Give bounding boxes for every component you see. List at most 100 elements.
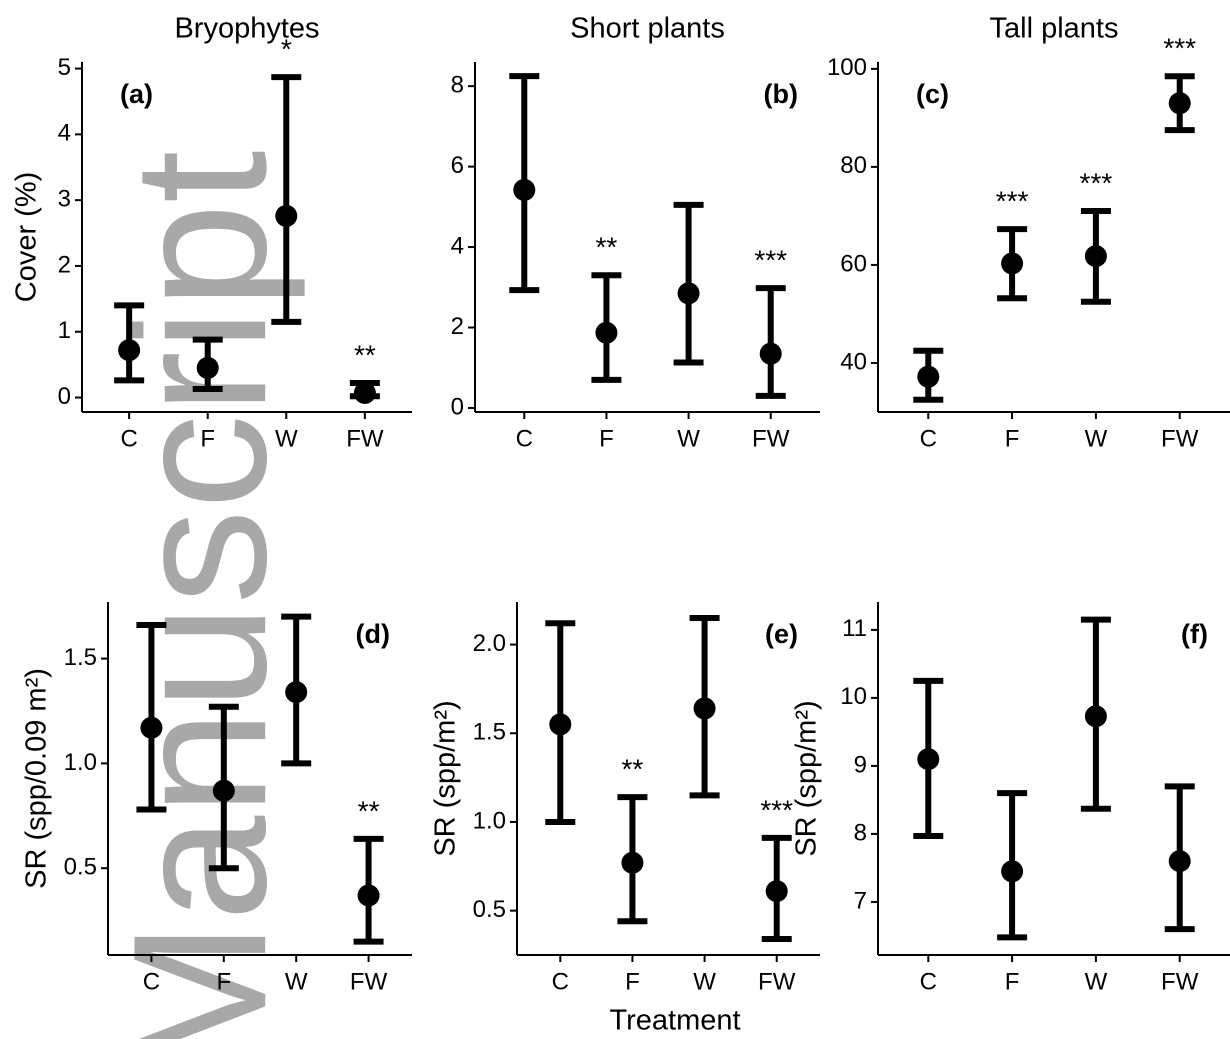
y-axis-title: SR (spp/m²) [430,700,462,856]
significance: ** [358,795,380,826]
y-tick-label: 60 [840,250,867,277]
panel-title: Bryophytes [174,13,319,45]
x-axis-title: Treatment [609,1005,740,1037]
panel-label: (c) [916,79,949,109]
y-tick-label: 5 [58,54,71,81]
y-tick-label: 8 [854,819,867,846]
panel-label: (f) [1181,619,1208,649]
point [1168,850,1191,873]
y-tick-label: 0.5 [473,896,506,923]
panel-label: (b) [764,79,798,109]
watermark: Manuscript [94,150,306,1039]
point [677,282,700,305]
significance: * [281,34,292,65]
point [275,204,298,227]
x-tick-label: F [1005,425,1020,452]
point [1001,860,1024,883]
y-tick-label: 7 [854,887,867,914]
significance: *** [754,244,787,275]
point [765,880,788,903]
point [917,365,940,388]
x-tick-label: FW [350,968,388,995]
y-tick-label: 40 [840,348,867,375]
x-tick-label: F [599,425,614,452]
point [1168,92,1191,115]
x-tick-label: FW [346,425,384,452]
x-tick-label: W [693,968,716,995]
y-tick-label: 1 [58,317,71,344]
x-tick-label: C [920,968,937,995]
significance: ** [622,754,644,785]
y-tick-label: 9 [854,751,867,778]
point [1001,252,1024,275]
x-tick-label: F [216,968,231,995]
x-tick-label: FW [1161,425,1199,452]
y-tick-label: 8 [451,71,464,98]
point [118,339,141,362]
y-tick-label: 2 [451,313,464,340]
y-tick-label: 3 [58,186,71,213]
y-tick-label: 0 [58,383,71,410]
x-tick-label: C [552,968,569,995]
significance: *** [1080,167,1113,198]
panel-title: Short plants [570,13,725,45]
significance: ** [596,232,618,263]
panel-label: (a) [120,79,153,109]
panel-title: Tall plants [990,13,1119,45]
x-tick-label: W [1085,425,1108,452]
x-tick-label: W [285,968,308,995]
y-tick-label: 10 [840,683,867,710]
x-tick-label: FW [1161,968,1199,995]
y-tick-label: 2 [58,251,71,278]
x-tick-label: F [625,968,640,995]
significance: ** [354,339,376,370]
x-tick-label: C [120,425,137,452]
x-tick-label: C [920,425,937,452]
error-bar [755,285,786,399]
point [196,356,219,379]
y-tick-label: 1.5 [64,644,97,671]
point [513,178,536,201]
x-tick-label: W [1085,968,1108,995]
point [549,713,572,736]
x-tick-label: F [1005,968,1020,995]
y-tick-label: 1.0 [64,749,97,776]
y-tick-label: 1.0 [473,807,506,834]
x-tick-label: C [516,425,533,452]
x-tick-label: F [200,425,215,452]
x-tick-label: W [275,425,298,452]
x-tick-label: FW [758,968,796,995]
y-axis-title: Cover (%) [11,172,43,303]
x-tick-label: W [677,425,700,452]
y-tick-label: 4 [58,120,71,147]
y-axis-title: SR (spp/m²) [791,700,823,856]
y-tick-label: 80 [840,152,867,179]
point [285,681,308,704]
significance: *** [760,794,793,825]
point [621,851,644,874]
y-axis-title: SR (spp/0.09 m²) [21,668,53,889]
y-tick-label: 1.5 [473,719,506,746]
y-tick-label: 0 [451,393,464,420]
significance: *** [1163,33,1196,64]
x-tick-label: FW [752,425,790,452]
point [140,716,163,739]
point [917,748,940,771]
point [357,884,380,907]
significance: *** [996,186,1029,217]
y-tick-label: 100 [827,54,867,81]
y-tick-label: 0.5 [64,854,97,881]
panel-label: (e) [765,619,798,649]
y-tick-label: 2.0 [473,630,506,657]
x-tick-label: C [143,968,160,995]
point [1084,705,1107,728]
error-bar [271,74,302,325]
point [759,342,782,365]
y-tick-label: 11 [842,615,867,642]
y-tick-label: 4 [451,232,464,259]
point [1084,245,1107,268]
point [595,321,618,344]
point [212,779,235,802]
y-tick-label: 6 [451,152,464,179]
